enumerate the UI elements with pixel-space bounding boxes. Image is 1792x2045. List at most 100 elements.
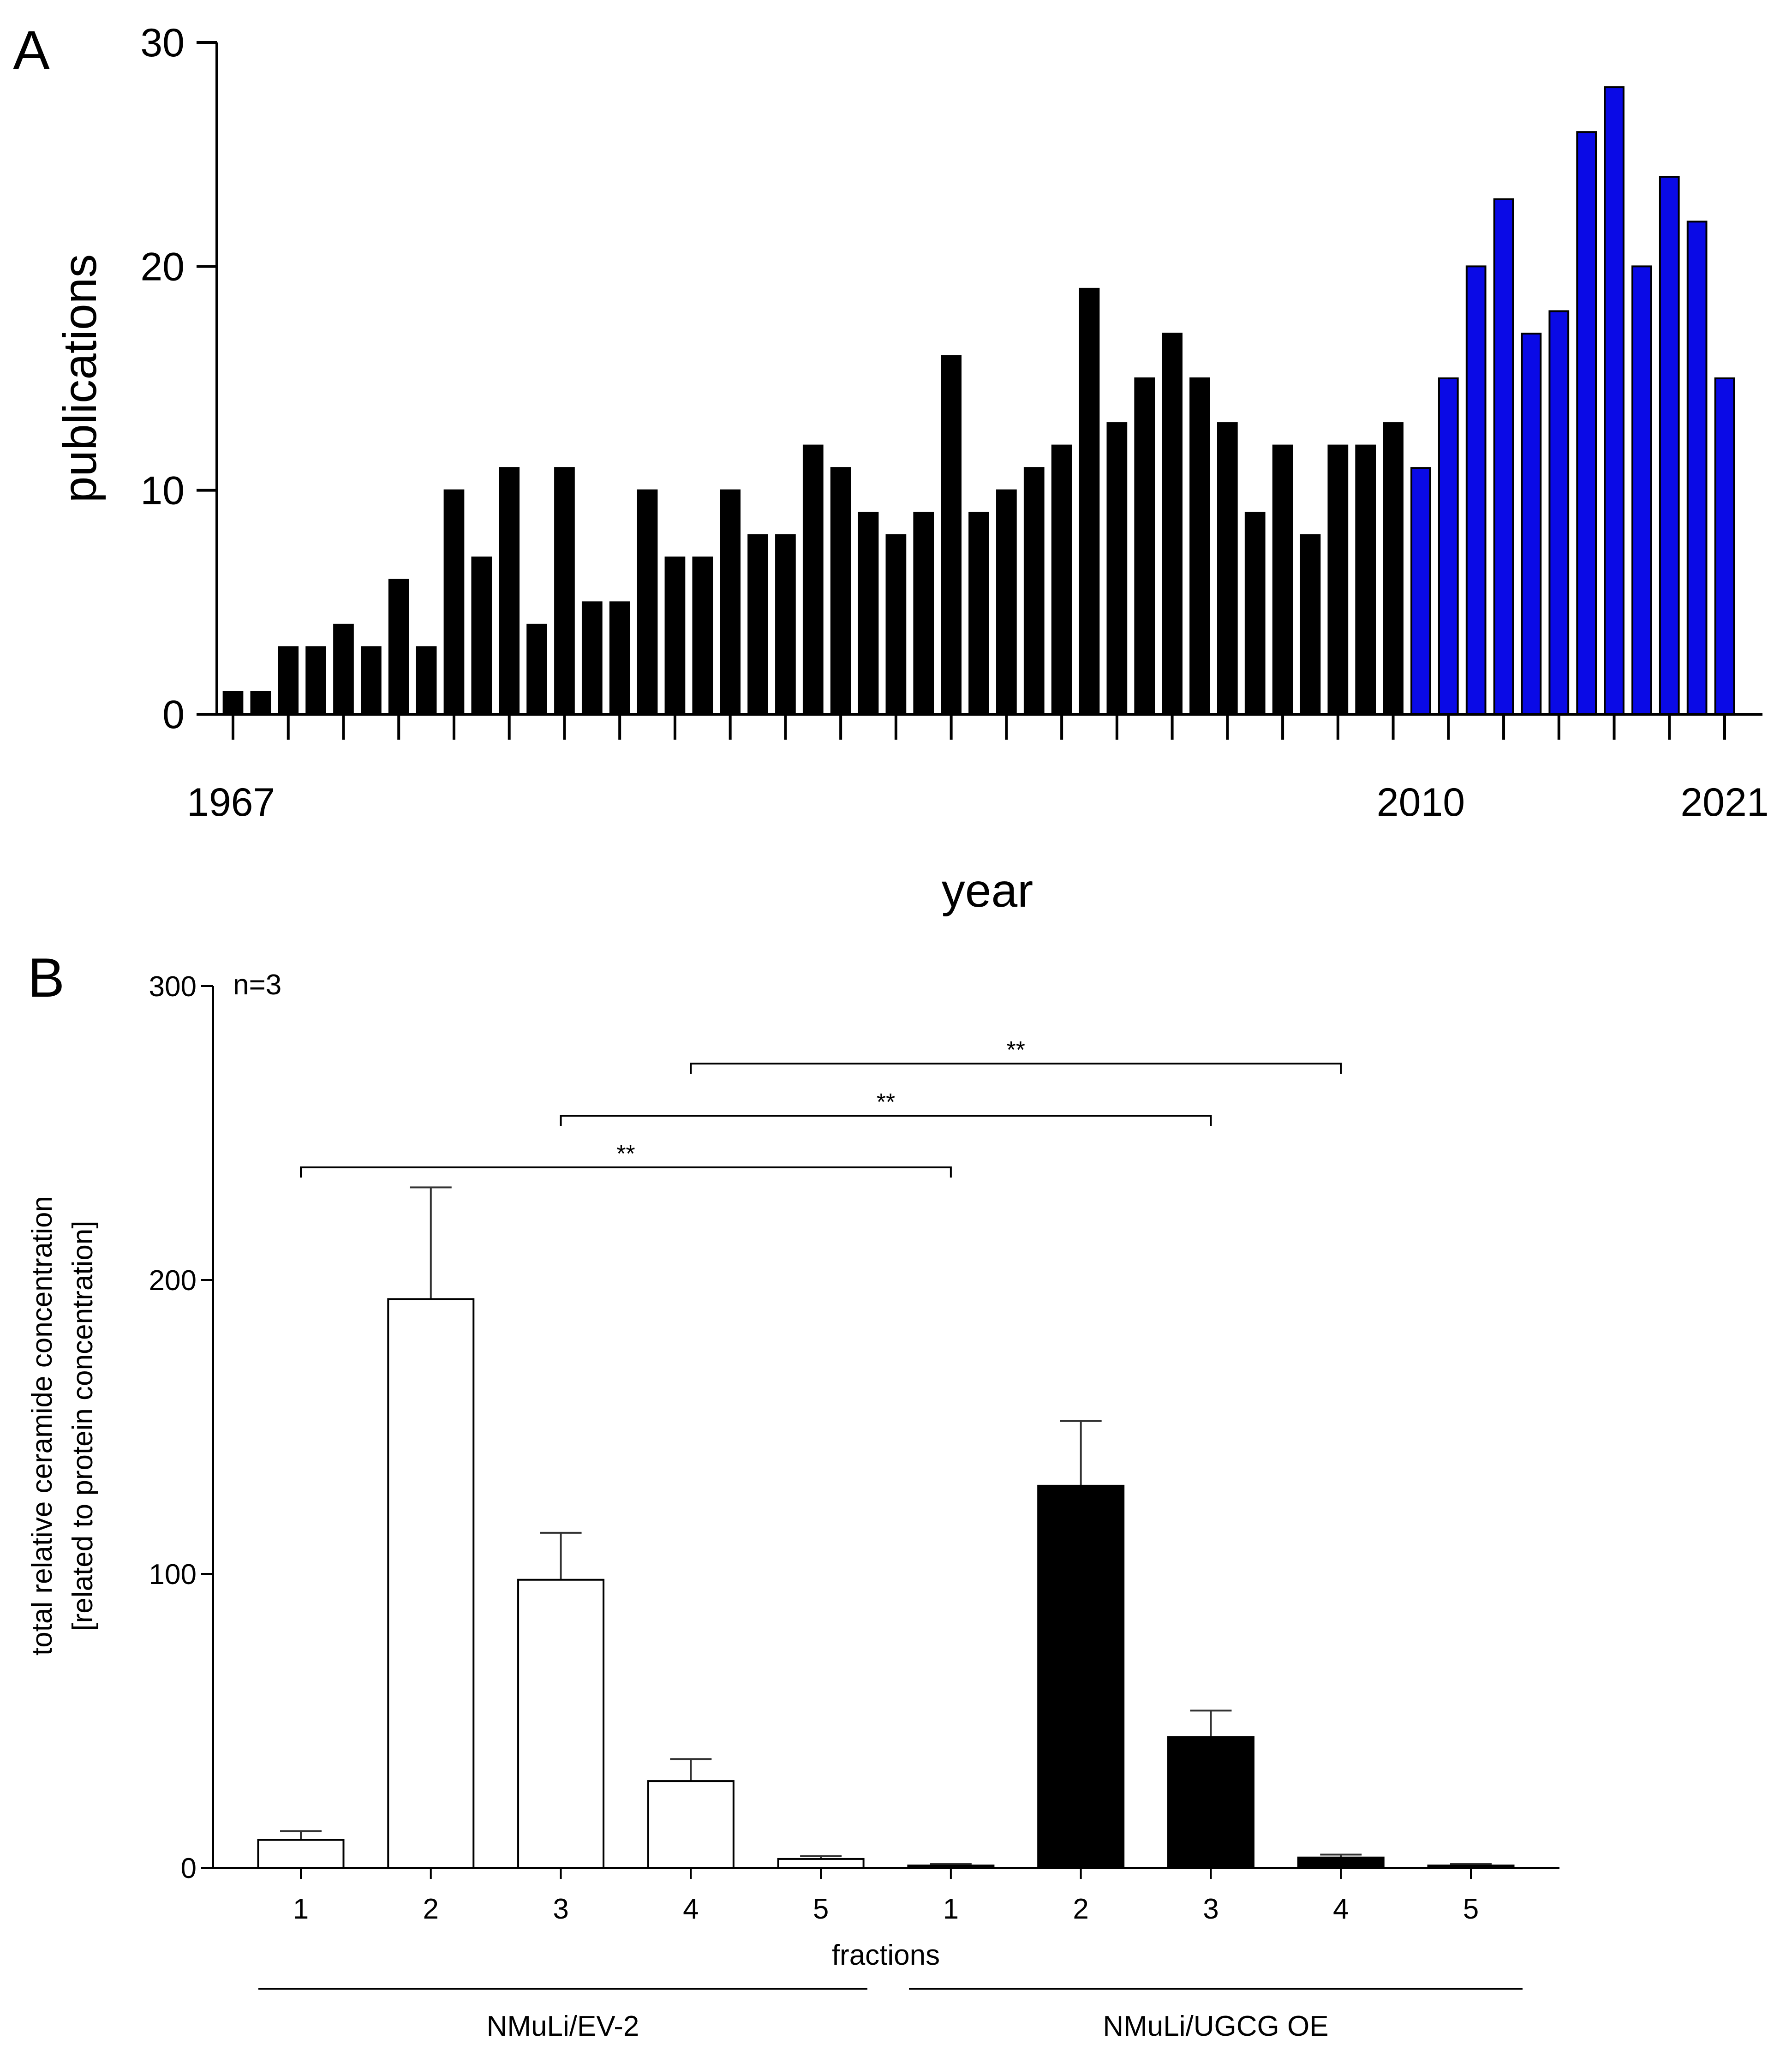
panel-a-bar bbox=[1162, 332, 1183, 715]
panel-b-x-tick-label: 4 bbox=[1333, 1893, 1349, 1925]
panel-a-bar bbox=[443, 489, 465, 715]
panel-b-y-tick-label: 100 bbox=[149, 1559, 197, 1591]
panel-a-bar bbox=[526, 623, 547, 716]
panel-b-significance-bracket bbox=[300, 1166, 952, 1178]
panel-b-significance-bracket bbox=[560, 1115, 1212, 1126]
panel-a-y-tick-label: 0 bbox=[162, 693, 185, 737]
panel-a-bar bbox=[1079, 287, 1100, 715]
panel-a-bar bbox=[388, 579, 409, 716]
panel-b-bar bbox=[387, 1298, 475, 1869]
panel-a-bar bbox=[720, 489, 741, 715]
panel-b-bar bbox=[257, 1839, 345, 1869]
panel-a-bar bbox=[278, 646, 299, 716]
panel-a-bar bbox=[554, 467, 575, 715]
panel-a-bar bbox=[692, 556, 713, 716]
panel-a-bar bbox=[1355, 444, 1376, 715]
panel-a-bar bbox=[250, 691, 271, 716]
panel-a-bar bbox=[360, 646, 382, 716]
panel-b-x-axis-title: fractions bbox=[832, 1939, 940, 1971]
panel-b-x-tick-label: 2 bbox=[423, 1893, 439, 1925]
panel-a-bar bbox=[1272, 444, 1293, 715]
panel-a-bar bbox=[1576, 131, 1597, 716]
panel-b-group-label-ugcg: NMuLi/UGCG OE bbox=[1103, 2010, 1328, 2042]
panel-b-x-tick-label: 2 bbox=[1073, 1893, 1088, 1925]
panel-b-x-tick-label: 1 bbox=[293, 1893, 309, 1925]
panel-a-bar bbox=[830, 467, 851, 715]
panel-a-bar bbox=[858, 512, 879, 715]
panel-a-bar bbox=[1134, 377, 1155, 715]
panel-b-bar bbox=[647, 1780, 735, 1869]
panel-b-x-tick-label: 3 bbox=[1203, 1893, 1219, 1925]
panel-b-significance-brackets: ** ** ** bbox=[300, 1037, 1342, 1178]
panel-b-x-tick-label: 3 bbox=[553, 1893, 568, 1925]
panel-a-bar bbox=[416, 646, 437, 716]
panel-a-bar bbox=[775, 534, 796, 715]
panel-a-bar bbox=[1631, 265, 1652, 715]
panel-b-n-annotation: n=3 bbox=[233, 969, 281, 1001]
panel-a-bar bbox=[1244, 512, 1266, 715]
panel-b-significance-label: ** bbox=[1007, 1037, 1025, 1064]
panel-a-bar bbox=[1300, 534, 1321, 715]
panel-a-y-axis-title: publications bbox=[54, 254, 106, 503]
panel-a-x-axis-title: year bbox=[942, 864, 1033, 917]
panel-b-y-tick-label: 0 bbox=[181, 1853, 197, 1884]
panel-a-bar bbox=[1189, 377, 1210, 715]
panel-a-chart: A 0 10 20 30 1967 2010 2021 year publications bbox=[13, 19, 1769, 917]
panel-a-bar bbox=[1051, 444, 1072, 715]
panel-b-bar bbox=[1037, 1484, 1125, 1869]
panel-b-x-tick-label: 5 bbox=[813, 1893, 829, 1925]
panel-b-bars bbox=[257, 1186, 1515, 1869]
panel-a-bar bbox=[1217, 422, 1238, 715]
panel-a-bar bbox=[1465, 265, 1487, 715]
panel-a-bar bbox=[581, 601, 603, 716]
panel-a-bar bbox=[1714, 377, 1735, 715]
panel-a-bar bbox=[996, 489, 1017, 715]
panel-b-group-label-ev2: NMuLi/EV-2 bbox=[487, 2010, 639, 2042]
panel-a-bar bbox=[968, 512, 989, 715]
panel-a-bar bbox=[499, 467, 520, 715]
panel-b-letter: B bbox=[28, 947, 65, 1009]
panel-a-bar bbox=[1106, 422, 1128, 715]
panel-a-x-tick-label: 2021 bbox=[1680, 780, 1768, 825]
panel-a-bar bbox=[747, 534, 768, 715]
panel-a-bar bbox=[1410, 467, 1431, 715]
panel-b-x-tick-label: 1 bbox=[943, 1893, 959, 1925]
panel-a-x-tick-label: 2010 bbox=[1377, 780, 1465, 825]
panel-a-bar bbox=[1521, 332, 1542, 715]
panel-b-y-axis-title: total relative ceramide concentration [r… bbox=[26, 1196, 99, 1656]
panel-a-bar bbox=[1383, 422, 1404, 715]
panel-a-bar bbox=[333, 623, 354, 716]
panel-a-bar bbox=[222, 691, 244, 716]
panel-a-bar bbox=[471, 556, 492, 716]
panel-a-bars bbox=[222, 86, 1735, 716]
panel-a-bar bbox=[1493, 198, 1514, 716]
panel-a-bar bbox=[1686, 221, 1708, 715]
panel-a-bar bbox=[1659, 176, 1680, 716]
panel-b-bar bbox=[1167, 1736, 1254, 1869]
panel-a-x-tick-label: 1967 bbox=[187, 780, 275, 825]
panel-a-y-tick-label: 30 bbox=[140, 21, 185, 65]
panel-a-bar bbox=[802, 444, 824, 715]
panel-b-chart: B n=3 0 100 200 300 1 2 3 4 5 1 2 3 4 5 ** ** ** fracti… bbox=[26, 947, 1559, 2042]
panel-a-bar bbox=[1438, 377, 1459, 715]
panel-a-y-tick-label: 20 bbox=[140, 245, 185, 289]
panel-b-bar bbox=[517, 1579, 605, 1869]
panel-b-y-axis-title-line-1: total relative ceramide concentration bbox=[26, 1196, 58, 1656]
panel-b-significance-bracket bbox=[690, 1063, 1342, 1074]
panel-b-y-tick-label: 200 bbox=[149, 1265, 197, 1297]
panel-a-bar bbox=[664, 556, 686, 716]
panel-a-bar bbox=[885, 534, 907, 715]
panel-a-bar bbox=[941, 355, 962, 715]
panel-b-group-labels: NMuLi/EV-2 NMuLi/UGCG OE bbox=[487, 2010, 1329, 2042]
panel-b-axes: 0 100 200 300 1 2 3 4 5 1 2 3 4 5 bbox=[149, 971, 1559, 1990]
panel-a-bar bbox=[913, 512, 934, 715]
panel-b-y-axis-title-line-2: [related to protein concentration] bbox=[67, 1220, 99, 1631]
panel-b-significance-label: ** bbox=[877, 1089, 895, 1116]
panel-a-bar bbox=[1023, 467, 1045, 715]
panel-a-bar bbox=[1604, 86, 1625, 716]
panel-b-x-tick-label: 4 bbox=[683, 1893, 699, 1925]
panel-a-bar bbox=[1327, 444, 1349, 715]
panel-b-y-tick-label: 300 bbox=[149, 971, 197, 1003]
panel-a-bar bbox=[1548, 310, 1570, 715]
